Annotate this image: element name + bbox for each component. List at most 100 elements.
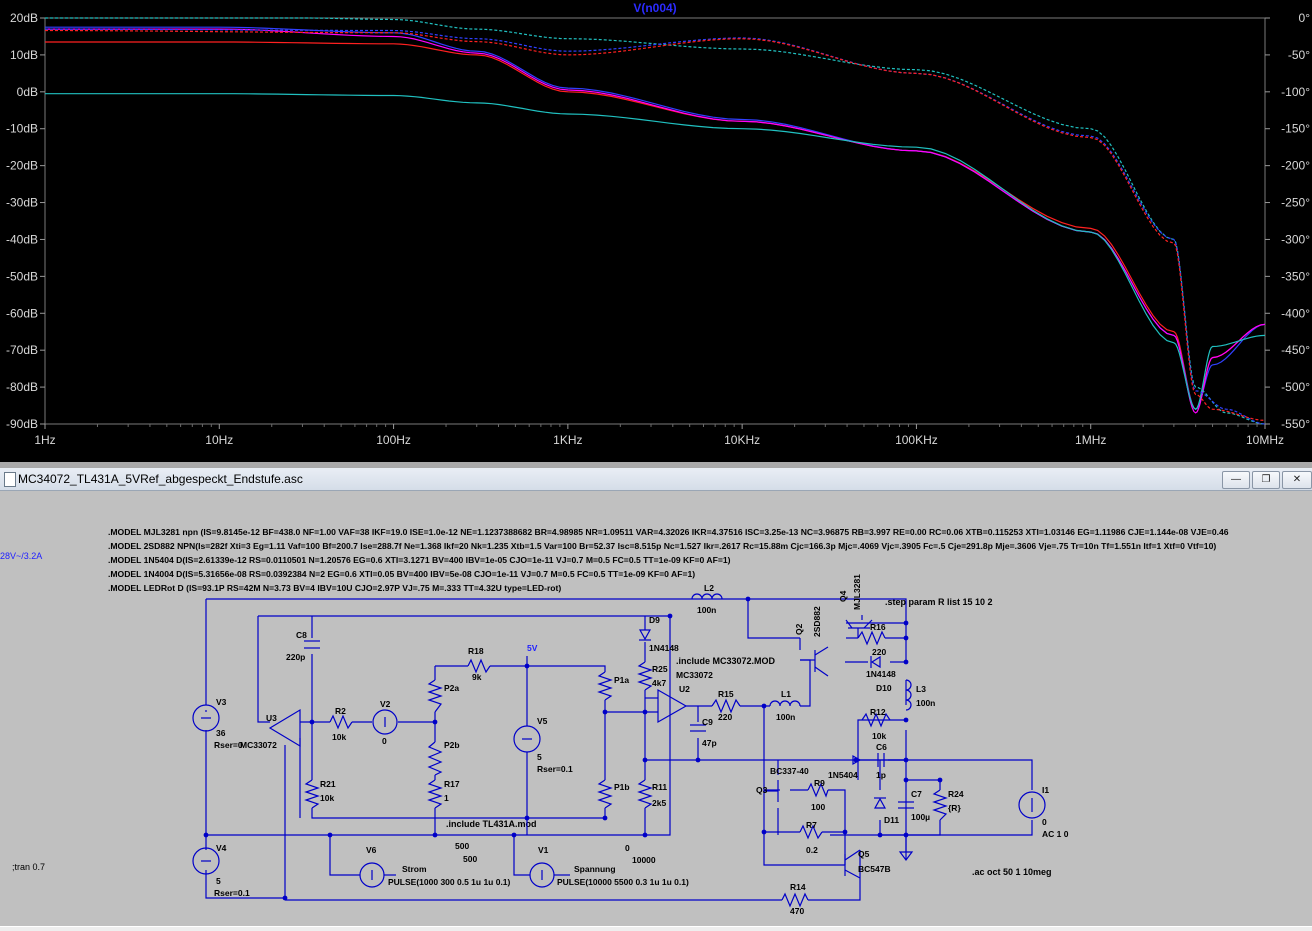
label: R25 — [652, 664, 668, 674]
x-tick-label: 10KHz — [724, 433, 760, 447]
left-tick-label: -30dB — [6, 196, 38, 210]
R11-resistor[interactable] — [637, 779, 653, 809]
R2-resistor[interactable] — [329, 714, 353, 730]
Q2-transistor[interactable] — [800, 646, 829, 677]
label: Q5 — [858, 849, 870, 859]
I1-source[interactable] — [1018, 791, 1046, 819]
left-tick-label: -50dB — [6, 269, 38, 283]
R7-resistor[interactable] — [799, 824, 823, 840]
D10-diode[interactable] — [870, 655, 881, 669]
pane-divider[interactable] — [0, 462, 1312, 468]
R25-resistor[interactable] — [637, 661, 653, 691]
L1-inductor[interactable] — [769, 700, 801, 707]
C9-capacitor[interactable] — [690, 724, 706, 732]
trace-line — [45, 28, 1266, 425]
P1b-resistor[interactable] — [597, 779, 613, 809]
C7-capacitor[interactable] — [898, 801, 914, 809]
R17-resistor[interactable] — [427, 779, 443, 809]
label: 1 — [444, 793, 449, 803]
x-tick-label: 10MHz — [1246, 433, 1284, 447]
left-tick-label: -20dB — [6, 159, 38, 173]
R24-resistor[interactable] — [932, 789, 948, 821]
R16-resistor[interactable] — [857, 630, 886, 646]
C6-capacitor[interactable] — [877, 753, 885, 767]
V6-source[interactable] — [359, 862, 385, 888]
right-tick-label: -300° — [1281, 232, 1310, 246]
P1a-resistor[interactable] — [597, 671, 613, 701]
label: 2SD882 — [812, 606, 822, 637]
schematic-canvas[interactable]: .MODEL MJL3281 npn (IS=9.8145e-12 BF=438… — [0, 490, 1312, 928]
waveform-plot-pane[interactable]: V(n004) 20dB 10dB 0dB -10dB -20dB -30dB -40dB -… — [0, 0, 1312, 462]
label: 5V — [527, 643, 538, 653]
model-line: .MODEL MJL3281 npn (IS=9.8145e-12 BF=438… — [108, 527, 1229, 537]
label: 4k7 — [652, 678, 666, 688]
label: 0.2 — [806, 845, 818, 855]
component-labels: V3 36 Rser=0 V4 5 Rser=0.1 U3 MC33072 C8… — [214, 574, 1069, 916]
R15-resistor[interactable] — [711, 698, 741, 714]
V5-source[interactable] — [513, 725, 541, 753]
bode-plot[interactable]: V(n004) 20dB 10dB 0dB -10dB -20dB -30dB -40dB -… — [0, 0, 1312, 462]
label: L1 — [781, 689, 791, 699]
D11-diode[interactable] — [873, 797, 887, 809]
schematic-window[interactable]: MC34072_TL431A_5VRef_abgespeckt_Endstufe… — [0, 468, 1312, 930]
V3-source[interactable] — [192, 704, 220, 732]
trace-line — [45, 28, 1266, 414]
trace-title[interactable]: V(n004) — [633, 1, 676, 15]
label: MJL3281 — [852, 574, 862, 610]
label: R24 — [948, 789, 964, 799]
label: 100 — [811, 802, 825, 812]
R21-resistor[interactable] — [304, 779, 320, 809]
model-line: .MODEL 1N4004 D(IS=5.31656e-08 RS=0.0392… — [108, 569, 695, 579]
step-directive: .step param R list 15 10 2 — [885, 597, 993, 607]
label: 500 — [455, 841, 469, 851]
restore-button[interactable]: ❐ — [1252, 471, 1280, 489]
left-tick-label: -90dB — [6, 417, 38, 431]
L3-inductor[interactable] — [905, 679, 912, 711]
Q3-transistor[interactable] — [764, 780, 779, 802]
P2b-resistor[interactable] — [427, 741, 443, 776]
label: Rser=0 — [214, 740, 243, 750]
trace-line — [45, 93, 1266, 410]
minimize-button[interactable]: — — [1222, 471, 1250, 489]
label: V5 — [537, 716, 548, 726]
label: 1N5404 — [828, 770, 858, 780]
right-tick-label: -500° — [1281, 380, 1310, 394]
C8-capacitor[interactable] — [304, 640, 320, 649]
label: D11 — [884, 815, 899, 825]
label: 100n — [697, 605, 716, 615]
R18-resistor[interactable] — [467, 658, 491, 674]
include-tl-directive: .include TL431A.mod — [446, 819, 537, 829]
plot-frame — [44, 17, 1266, 425]
window-titlebar[interactable]: MC34072_TL431A_5VRef_abgespeckt_Endstufe… — [0, 468, 1312, 491]
U3-opamp[interactable] — [268, 708, 301, 748]
R9-resistor[interactable] — [807, 782, 829, 798]
Q4-transistor[interactable] — [845, 619, 873, 638]
x-tick-label: 100Hz — [376, 433, 411, 447]
R14-resistor[interactable] — [781, 892, 809, 908]
R12-resistor[interactable] — [861, 712, 891, 728]
right-tick-label: 0° — [1299, 11, 1311, 25]
L2-inductor[interactable] — [691, 593, 723, 600]
model-line: .MODEL 1N5404 D(IS=2.61339e-12 RS=0.0110… — [108, 555, 731, 565]
spice-models[interactable]: .MODEL MJL3281 npn (IS=9.8145e-12 BF=438… — [108, 527, 1229, 593]
P2a-resistor[interactable] — [427, 679, 443, 713]
V1-source[interactable] — [529, 862, 555, 888]
U2-opamp[interactable] — [657, 688, 688, 724]
label: {R} — [948, 803, 961, 813]
label: Q3 — [756, 785, 768, 795]
label: Q2 — [794, 623, 804, 635]
right-tick-label: -150° — [1281, 122, 1310, 136]
components[interactable] — [192, 593, 1046, 908]
label: 0 — [1042, 817, 1047, 827]
x-tick-label: 1Hz — [34, 433, 55, 447]
Q5-transistor[interactable] — [844, 849, 861, 879]
label: 5 — [216, 876, 221, 886]
x-tick-label: 100KHz — [895, 433, 938, 447]
V2-source[interactable] — [372, 709, 398, 735]
close-button[interactable]: ✕ — [1282, 471, 1312, 489]
window-title: MC34072_TL431A_5VRef_abgespeckt_Endstufe… — [18, 472, 303, 486]
label: 100µ — [911, 812, 930, 822]
D9-diode[interactable] — [638, 629, 652, 641]
right-tick-label: -50° — [1288, 48, 1310, 62]
V4-source[interactable] — [192, 847, 220, 875]
